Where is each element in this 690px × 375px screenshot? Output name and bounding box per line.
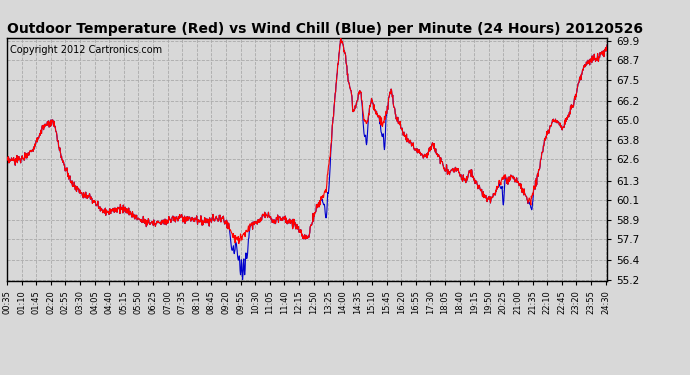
Text: Outdoor Temperature (Red) vs Wind Chill (Blue) per Minute (24 Hours) 20120526: Outdoor Temperature (Red) vs Wind Chill … <box>7 22 643 36</box>
Text: Copyright 2012 Cartronics.com: Copyright 2012 Cartronics.com <box>10 45 162 55</box>
